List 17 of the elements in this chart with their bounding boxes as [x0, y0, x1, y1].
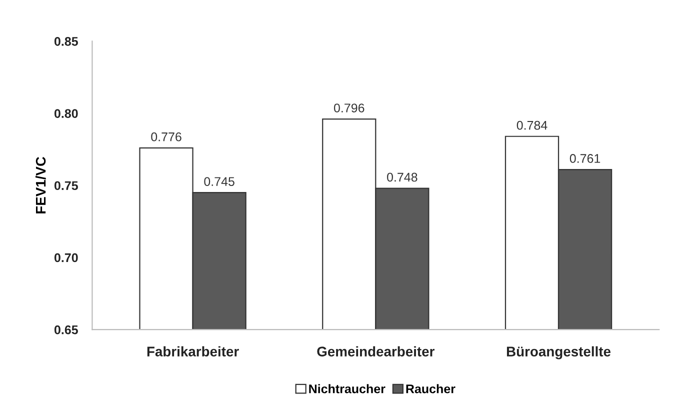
y-tick-label: 0.70	[54, 253, 78, 262]
data-label: 0.761	[570, 154, 600, 163]
y-tick-label: 0.75	[54, 181, 78, 190]
data-label: 0.796	[334, 104, 364, 112]
data-label: 0.748	[387, 172, 418, 182]
data-label: 0.776	[151, 132, 182, 142]
data-label: 0.784	[516, 120, 548, 130]
data-label: 0.745	[204, 177, 234, 186]
x-tick-label: Fabrikarbeiter	[147, 346, 239, 356]
y-axis-title: FEV1/VC	[35, 156, 46, 214]
y-tick-label: 0.85	[54, 37, 78, 46]
y-tick-label: 0.65	[54, 325, 78, 334]
y-tick-label: 0.80	[54, 109, 78, 118]
x-tick-label: Gemeindearbeiter	[317, 346, 434, 356]
legend-label: Raucher	[406, 384, 456, 394]
x-tick-label: Büroangestellte	[506, 346, 611, 360]
legend-label: Nichtraucher	[309, 384, 386, 394]
